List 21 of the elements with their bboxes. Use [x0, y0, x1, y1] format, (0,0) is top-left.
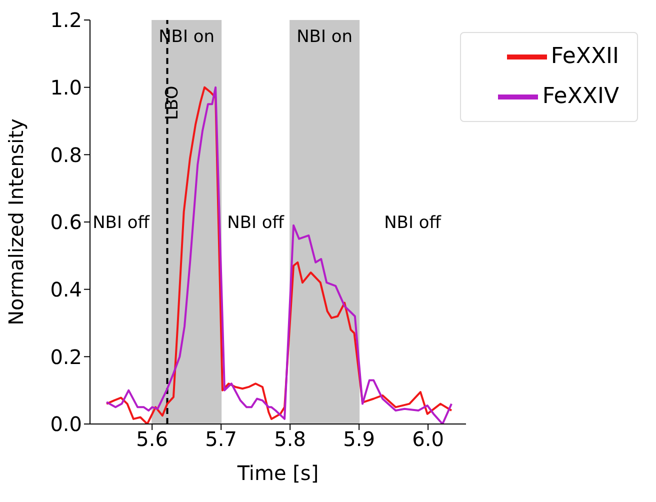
y-tick-label: 0.4 [50, 277, 82, 302]
x-axis-title: Time [s] [236, 461, 319, 485]
legend-label: FeXXII [550, 44, 619, 70]
band-label: NBI on [158, 27, 215, 48]
x-tick-label: 5.8 [274, 427, 306, 452]
annotation: NBI off [92, 213, 151, 234]
y-axis-title: Normalized Intensity [4, 118, 28, 326]
band-label: NBI on [296, 27, 353, 48]
y-tick-label: 0.2 [50, 344, 82, 369]
x-tick-label: 6.0 [412, 427, 444, 452]
annotation: NBI off [384, 213, 442, 234]
y-tick-label: 0.8 [50, 142, 82, 167]
y-tick-label: 1.0 [50, 75, 82, 100]
annotation: NBI off [227, 213, 286, 234]
legend-label: FeXXIV [542, 84, 619, 110]
x-tick-label: 5.7 [205, 427, 237, 452]
y-tick-label: 0.6 [50, 210, 82, 234]
y-tick-label: 0.0 [50, 412, 82, 436]
y-tick-label: 1.2 [50, 8, 82, 32]
x-tick-label: 5.6 [136, 427, 168, 452]
x-tick-label: 5.9 [343, 427, 375, 452]
